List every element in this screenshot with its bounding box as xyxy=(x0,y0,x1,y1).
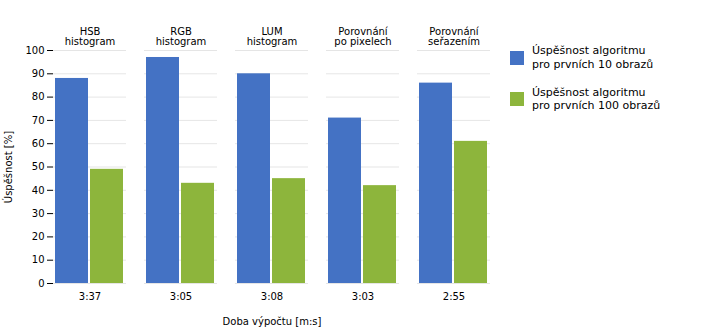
svg-text:2:55: 2:55 xyxy=(443,291,465,302)
svg-text:40: 40 xyxy=(32,185,45,196)
html-text:Úspěšnost algoritmu pro prvníc: Úspěšnost algoritmu pro prvních 10 obraz… xyxy=(532,44,654,71)
svg-text:20: 20 xyxy=(32,231,45,242)
svg-text:Úspěšnost [%]: Úspěšnost [%] xyxy=(2,131,14,203)
svg-text:3:03: 3:03 xyxy=(352,291,374,302)
svg-text:3:37: 3:37 xyxy=(79,291,101,302)
svg-text:90: 90 xyxy=(32,68,45,79)
html-text:Úspěšnost algoritmu pro prvníc: Úspěšnost algoritmu pro prvních 100 obra… xyxy=(532,85,661,113)
svg-text:Doba výpočtu [m:s]: Doba výpočtu [m:s] xyxy=(223,316,322,327)
svg-text:HSBhistogram: HSBhistogram xyxy=(65,26,116,47)
svg-text:30: 30 xyxy=(32,208,45,219)
svg-text:3:05: 3:05 xyxy=(170,291,192,302)
svg-text:3:08: 3:08 xyxy=(261,291,283,302)
svg-text:70: 70 xyxy=(32,115,45,126)
svg-text:LUMhistogram: LUMhistogram xyxy=(247,26,298,47)
svg-text:10: 10 xyxy=(32,254,45,265)
svg-text:60: 60 xyxy=(32,138,45,149)
svg-text:100: 100 xyxy=(25,45,44,56)
svg-text:50: 50 xyxy=(32,161,45,172)
svg-text:Porovnáníseřazením: Porovnáníseřazením xyxy=(428,26,480,47)
svg-text:RGBhistogram: RGBhistogram xyxy=(156,26,207,47)
svg-text:Porovnánípo pixelech: Porovnánípo pixelech xyxy=(334,26,391,47)
svg-text:0: 0 xyxy=(38,278,44,289)
svg-text:80: 80 xyxy=(32,91,45,102)
